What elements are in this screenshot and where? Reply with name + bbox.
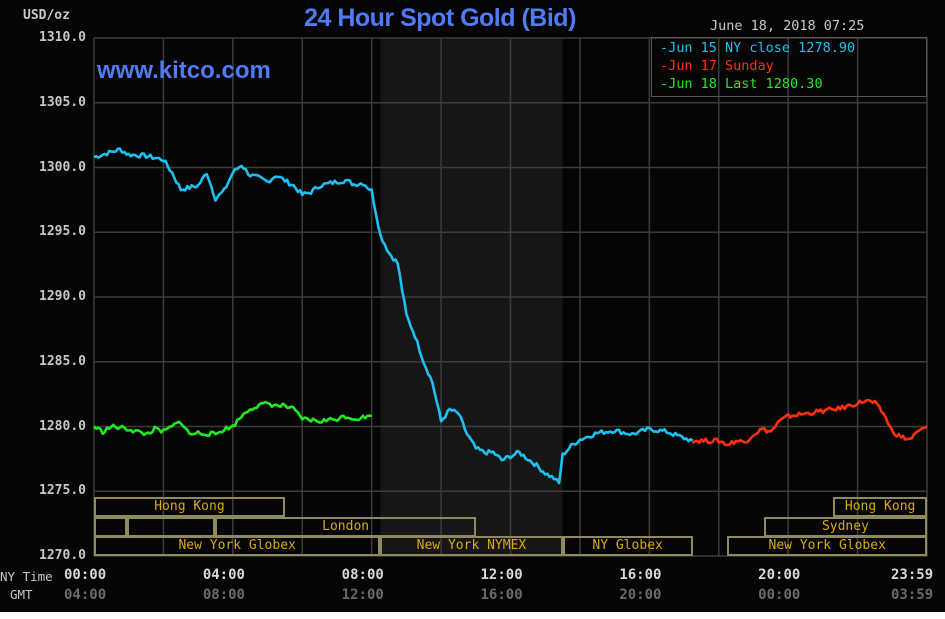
legend-item-jun18: -Jun 18 Last 1280.30 [660, 76, 823, 92]
y-tick-label: 1270.0 [39, 548, 86, 563]
x-tick-ny: 00:00 [64, 567, 107, 583]
session-box: New York Globex [727, 536, 927, 556]
x-tick-ny: 04:00 [202, 567, 245, 583]
x-tick-gmt: 12:00 [341, 587, 384, 603]
y-axis-unit: USD/oz [23, 8, 70, 23]
chart-title: 24 Hour Spot Gold (Bid) [304, 4, 576, 32]
session-box [126, 517, 216, 537]
session-box: New York NYMEX [380, 536, 563, 556]
legend-item-jun17: -Jun 17 Sunday [660, 58, 774, 74]
session-box: London [215, 517, 476, 537]
y-tick-label: 1285.0 [39, 353, 86, 369]
timestamp: June 18, 2018 07:25 [710, 18, 865, 34]
series-line-2 [93, 400, 372, 438]
y-tick-label: 1280.0 [39, 418, 86, 434]
x-tick-gmt: 20:00 [619, 587, 662, 603]
x-tick-gmt: 16:00 [480, 587, 523, 603]
legend-item-jun15: -Jun 15 NY close 1278.90 [660, 40, 856, 56]
session-box: New York Globex [94, 536, 381, 556]
x-tick-ny: 12:00 [480, 567, 523, 583]
price-lines [93, 147, 928, 485]
grid-lines [93, 37, 928, 557]
x-tick-ny: 08:00 [341, 567, 384, 583]
y-tick-label: 1290.0 [39, 289, 86, 304]
session-box [94, 517, 127, 537]
x-tick-ny: 23:59 [891, 567, 934, 583]
session-box: Sydney [763, 517, 927, 537]
gmt-label: GMT [10, 587, 33, 602]
y-tick-label: 1300.0 [39, 159, 86, 175]
x-tick-gmt: 00:00 [758, 587, 801, 603]
legend-swatch-icon: - [660, 40, 669, 56]
series-line-0 [93, 147, 694, 485]
x-tick-ny: 16:00 [619, 567, 662, 583]
ny-time-label: NY Time [0, 569, 53, 584]
series-line-1 [691, 398, 928, 447]
session-box: Hong Kong [833, 497, 927, 517]
x-tick-gmt: 04:00 [64, 587, 107, 603]
x-tick-ny: 20:00 [758, 567, 801, 583]
x-tick-gmt: 08:00 [202, 587, 245, 603]
legend-swatch-icon: - [660, 76, 669, 92]
x-tick-gmt: 03:59 [891, 587, 934, 603]
y-tick-label: 1295.0 [39, 224, 86, 240]
session-box: Hong Kong [94, 497, 285, 517]
y-tick-label: 1305.0 [39, 94, 86, 110]
legend-swatch-icon: - [660, 58, 669, 74]
session-box: NY Globex [562, 536, 693, 556]
y-tick-label: 1275.0 [39, 483, 86, 499]
watermark-link[interactable]: www.kitco.com [97, 57, 271, 84]
y-tick-label: 1310.0 [39, 30, 86, 45]
legend: -Jun 15 NY close 1278.90 -Jun 17 Sunday … [651, 37, 927, 97]
